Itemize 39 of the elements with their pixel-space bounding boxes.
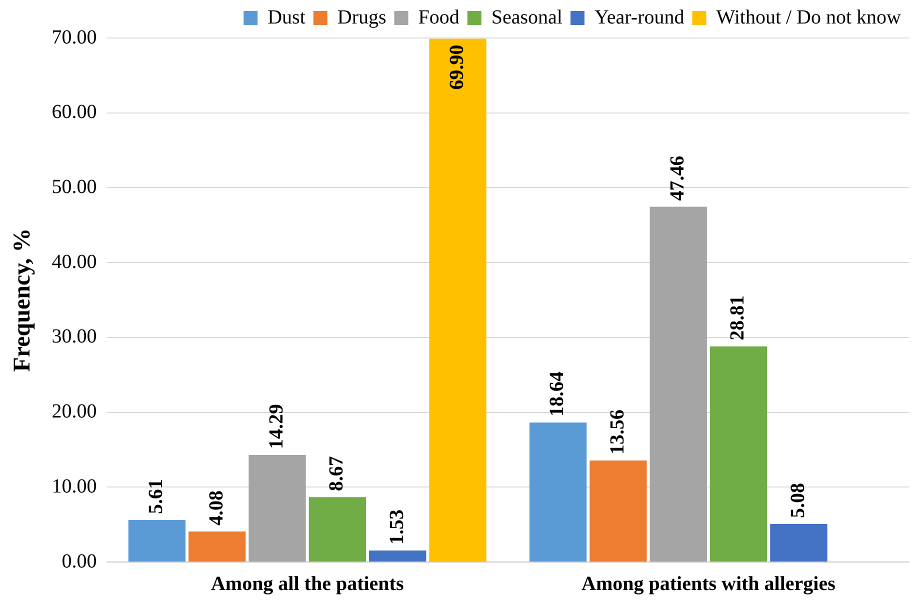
y-tick-label: 20.00 [52,400,97,423]
data-label: 18.64 [546,371,568,416]
bar [188,531,246,562]
y-tick-label: 40.00 [52,250,97,273]
y-tick-label: 0.00 [62,550,97,572]
bar [308,497,366,562]
data-label: 5.61 [145,479,168,514]
bar [529,422,587,562]
legend-label: Dust [268,6,306,28]
y-tick-label: 50.00 [52,176,97,198]
y-tick-label: 60.00 [52,101,97,124]
legend-label: Seasonal [491,6,563,28]
y-axis-title: Frequency, % [10,228,36,372]
bar [369,550,426,562]
legend-label: Food [418,6,460,28]
legend-label: Without / Do not know [716,6,902,28]
legend-label: Drugs [337,6,386,28]
data-label: 69.90 [446,44,468,90]
x-tick-label: Among all the patients [210,573,404,596]
bar [248,455,306,562]
data-label: 5.08 [786,482,809,518]
data-label: 14.29 [265,404,288,450]
bar [770,524,828,562]
data-label: 4.08 [205,490,228,526]
legend-label: Year-round [594,6,684,28]
bar [650,206,707,562]
y-tick-label: 70.00 [52,26,97,48]
x-tick-label: Among patients with allergies [582,573,836,596]
bar [710,346,768,562]
data-label: 47.46 [666,156,689,201]
data-label: 13.56 [606,409,628,454]
bar [128,520,186,562]
data-label: 28.81 [726,295,749,340]
y-tick-label: 30.00 [52,326,97,348]
bar [590,460,647,562]
bar [429,38,486,562]
y-tick-label: 10.00 [52,475,97,498]
data-label: 1.53 [386,510,408,545]
data-label: 8.67 [326,456,348,492]
